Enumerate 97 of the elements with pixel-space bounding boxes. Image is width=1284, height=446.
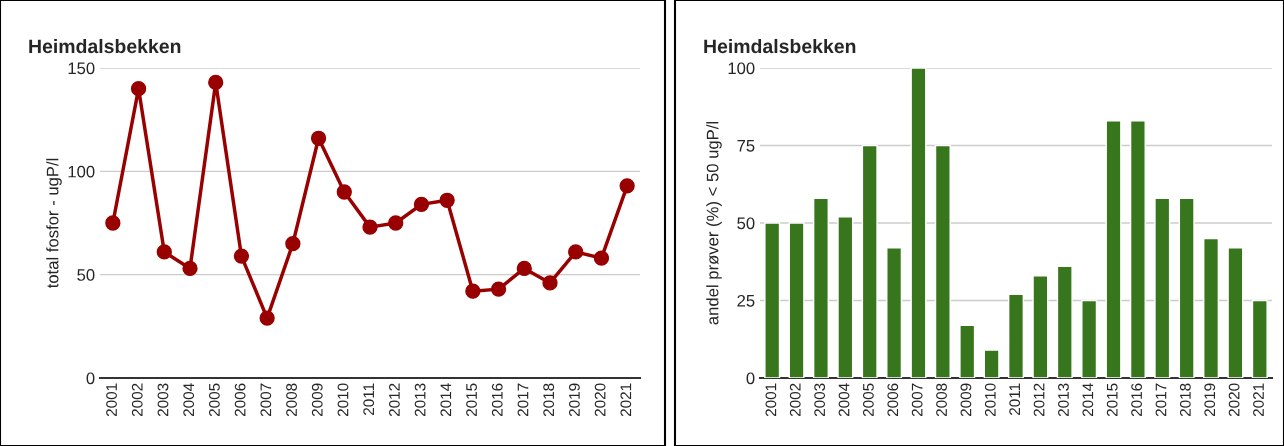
x-tick-label: 2008: [936, 383, 947, 417]
y-axis-title: total fosfor - ugP/l: [46, 158, 62, 289]
bar: [812, 197, 829, 378]
bar: [788, 222, 805, 378]
point: [593, 250, 610, 266]
point: [208, 74, 224, 91]
x-tick-label: 2007: [911, 383, 923, 417]
y-tick-label: 0: [86, 372, 95, 385]
x-tick-label: 2017: [517, 383, 529, 417]
point: [516, 260, 532, 277]
x-tick-label: 2016: [491, 383, 503, 417]
x-tick-label: 2005: [863, 383, 874, 417]
x-tick-label: 2021: [1253, 383, 1264, 417]
x-tick-label: 2013: [1058, 383, 1069, 417]
x-tick-label: 2009: [960, 383, 972, 417]
point: [619, 178, 635, 194]
bar: [764, 222, 781, 378]
x-tick-label: 2019: [569, 383, 580, 417]
y-tick-label: 0: [746, 372, 755, 385]
bar: [1032, 275, 1049, 378]
x-tick-label: 2001: [106, 383, 117, 417]
y-tick-label: 100: [728, 62, 755, 75]
y-axis-title: andel prøver (%) < 50 ugP/l: [706, 121, 722, 325]
point: [439, 192, 455, 208]
y-tick-label: 50: [737, 217, 755, 230]
x-tick-label: 2016: [1131, 383, 1143, 417]
point: [568, 244, 584, 260]
point: [310, 130, 327, 146]
x-tick-label: 2011: [363, 383, 375, 415]
x-tick-label: 2020: [594, 383, 606, 417]
bar: [910, 68, 927, 378]
point: [542, 275, 558, 291]
point: [105, 215, 121, 231]
point: [336, 184, 352, 200]
x-tick-label: 2015: [1106, 383, 1118, 417]
x-tick-label: 2013: [414, 383, 426, 417]
point: [490, 281, 507, 297]
bar: [1251, 299, 1268, 378]
x-tick-label: 2014: [440, 383, 452, 417]
x-tick-label: 2005: [209, 383, 220, 417]
bar: [1056, 265, 1073, 378]
x-tick-label: 2004: [183, 383, 195, 417]
x-tick-label: 2019: [1204, 383, 1216, 417]
x-tick-label: 2018: [543, 383, 555, 417]
y-tick-label: 75: [737, 140, 755, 152]
bar: [861, 144, 878, 378]
point: [233, 248, 250, 264]
x-tick-label: 2015: [466, 383, 477, 417]
x-tick-label: 2002: [789, 383, 801, 417]
bar: [1227, 247, 1244, 378]
x-tick-label: 2010: [984, 383, 996, 417]
chart-title: Heimdalsbekken: [704, 38, 856, 54]
x-tick-label: 2021: [620, 383, 632, 417]
point: [388, 215, 404, 231]
point: [130, 81, 147, 97]
x-tick-label: 2017: [1155, 383, 1167, 417]
bar: [1081, 299, 1098, 378]
x-tick-label: 2012: [389, 383, 400, 417]
y-tick-label: 100: [68, 165, 95, 178]
bar: [886, 247, 903, 378]
chart-title: Heimdalsbekken: [29, 38, 181, 54]
x-tick-label: 2008: [286, 383, 297, 417]
bar: [1105, 120, 1122, 378]
bar: [1129, 120, 1146, 378]
x-tick-label: 2011: [1009, 383, 1021, 415]
x-tick-label: 2003: [157, 383, 169, 417]
bar: [837, 216, 854, 378]
y-tick-label: 150: [68, 62, 95, 75]
bar: [1203, 237, 1220, 378]
bar: [959, 324, 976, 378]
x-tick-label: 2006: [234, 383, 246, 417]
y-tick-label: 50: [77, 269, 95, 281]
x-tick-label: 2010: [337, 383, 349, 417]
y-tick-label: 25: [737, 294, 755, 307]
point: [362, 219, 378, 235]
point: [156, 244, 172, 260]
point: [413, 196, 430, 213]
point: [182, 260, 198, 277]
bar: [983, 349, 1000, 378]
x-tick-label: 2012: [1033, 383, 1045, 417]
x-tick-label: 2007: [260, 383, 272, 417]
x-tick-label: 2001: [765, 383, 777, 417]
point: [465, 283, 481, 299]
x-tick-label: 2018: [1179, 383, 1191, 417]
bar: [1007, 293, 1025, 378]
x-tick-label: 2002: [131, 383, 143, 417]
bar: [1178, 197, 1195, 378]
bar: [1154, 197, 1171, 378]
x-tick-label: 2014: [1082, 383, 1094, 417]
x-tick-label: 2006: [887, 383, 899, 417]
point: [285, 236, 301, 252]
x-tick-label: 2020: [1228, 383, 1240, 417]
x-tick-label: 2009: [311, 383, 323, 417]
x-tick-label: 2003: [814, 383, 826, 417]
x-tick-label: 2004: [838, 383, 850, 417]
bar: [934, 144, 951, 378]
point: [259, 310, 275, 326]
